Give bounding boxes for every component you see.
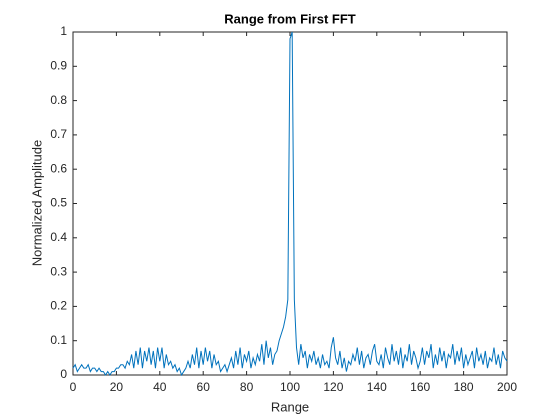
y-tick-label: 0.8: [50, 93, 67, 107]
x-tick-label: 40: [153, 380, 167, 394]
y-tick-label: 0.9: [50, 58, 67, 72]
x-axis-label: Range: [271, 399, 309, 414]
y-tick-label: 0: [60, 367, 67, 381]
y-tick-label: 0.2: [50, 299, 67, 313]
y-tick-label: 0.5: [50, 196, 67, 210]
y-tick-label: 0.3: [50, 264, 67, 278]
y-tick-label: 0.4: [50, 230, 67, 244]
x-tick-label: 140: [367, 380, 387, 394]
x-tick-label: 80: [240, 380, 254, 394]
series-line: [72, 31, 508, 377]
y-tick-label: 0.6: [50, 161, 67, 175]
x-tick-label: 120: [323, 380, 343, 394]
x-tick-label: 180: [454, 380, 474, 394]
y-tick-label: 0.1: [50, 333, 67, 347]
y-tick-label: 0.7: [50, 127, 67, 141]
x-tick-label: 100: [280, 380, 300, 394]
y-tick-label: 1: [60, 24, 67, 38]
x-tick-label: 0: [70, 380, 77, 394]
chart-title: Range from First FFT: [224, 11, 356, 26]
x-tick-label: 200: [497, 380, 517, 394]
x-tick-label: 160: [410, 380, 430, 394]
x-tick-label: 20: [110, 380, 124, 394]
y-axis-label: Normalized Amplitude: [29, 140, 44, 266]
x-tick-label: 60: [197, 380, 211, 394]
